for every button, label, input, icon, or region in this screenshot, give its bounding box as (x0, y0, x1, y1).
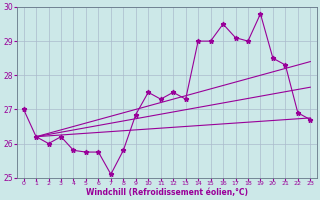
X-axis label: Windchill (Refroidissement éolien,°C): Windchill (Refroidissement éolien,°C) (86, 188, 248, 197)
